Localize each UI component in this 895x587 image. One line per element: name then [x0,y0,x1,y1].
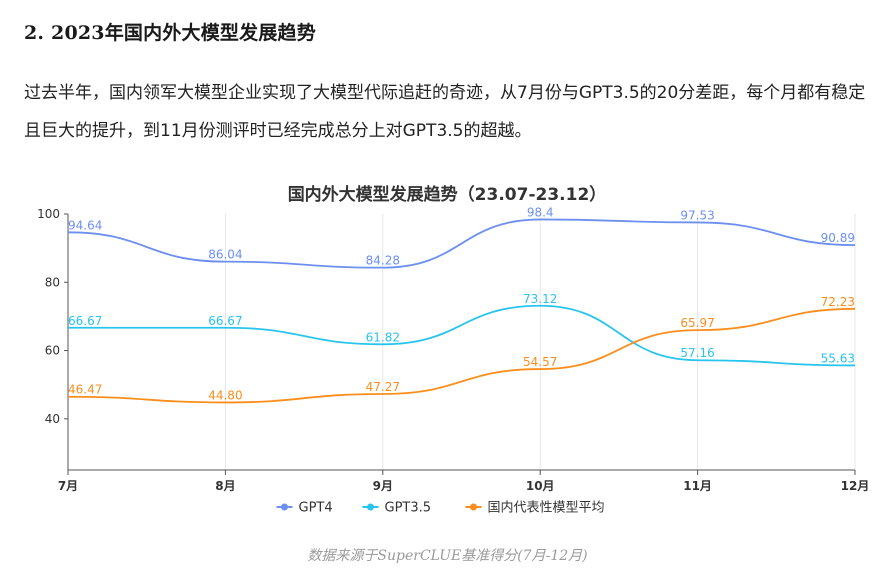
y-tick-label: 80 [45,275,60,289]
data-label: 55.63 [821,351,855,365]
chart-title: 国内外大模型发展趋势（23.07-23.12） [288,184,607,205]
y-tick-label: 60 [45,344,60,358]
legend-label-2: GPT3.5 [385,501,432,516]
series-line-2 [68,304,856,367]
section-heading: 2. 2023年国内外大模型发展趋势 [24,22,316,44]
data-label: 61.82 [366,330,400,344]
data-label: 54.57 [523,355,557,369]
legend-marker-3 [470,503,477,511]
x-tick-label: 7月 [58,479,78,493]
data-label: 65.97 [680,316,714,330]
x-tick-label: 8月 [215,479,235,493]
legend-marker-1 [281,503,288,511]
data-label: 84.28 [366,254,400,268]
data-label: 94.64 [68,218,102,232]
data-label: 72.23 [821,295,855,309]
data-label: 66.67 [68,314,102,328]
data-label: 86.04 [208,248,242,262]
data-label: 57.16 [680,346,714,360]
series-line-3 [67,307,856,404]
trend-chart-svg: 国内外大模型发展趋势（23.07-23.12） 40 60 80 100 7月 8月 9月 10… [37,184,870,516]
x-tick-label: 12月 [841,479,870,493]
source-caption: 数据来源于SuperCLUE基准得分(7月-12月) [307,548,588,564]
legend-label-3: 国内代表性模型平均 [488,500,605,516]
x-tick-label: 11月 [683,479,712,493]
data-label: 47.27 [366,380,400,394]
y-tick-label: 40 [45,412,60,426]
y-tick-label: 100 [37,207,60,221]
data-label: 90.89 [821,231,855,245]
x-tick-label: 10月 [526,479,555,493]
series-line-1 [67,218,856,269]
data-label: 66.67 [208,314,242,328]
data-label: 73.12 [523,292,557,306]
data-label: 98.4 [527,205,554,219]
legend-label-1: GPT4 [299,501,333,516]
data-label: 44.80 [208,388,242,402]
data-label: 97.53 [680,208,714,222]
data-label: 46.47 [68,383,102,397]
legend-marker-2 [367,503,374,511]
intro-paragraph: 过去半年，国内领军大模型企业实现了大模型代际追赶的奇迹，从7月份与GPT3.5的… [24,83,866,141]
x-tick-label: 9月 [373,479,393,493]
trend-chart: 国内外大模型发展趋势（23.07-23.12） 40 60 80 100 7月 8月 9月 10… [0,170,895,540]
